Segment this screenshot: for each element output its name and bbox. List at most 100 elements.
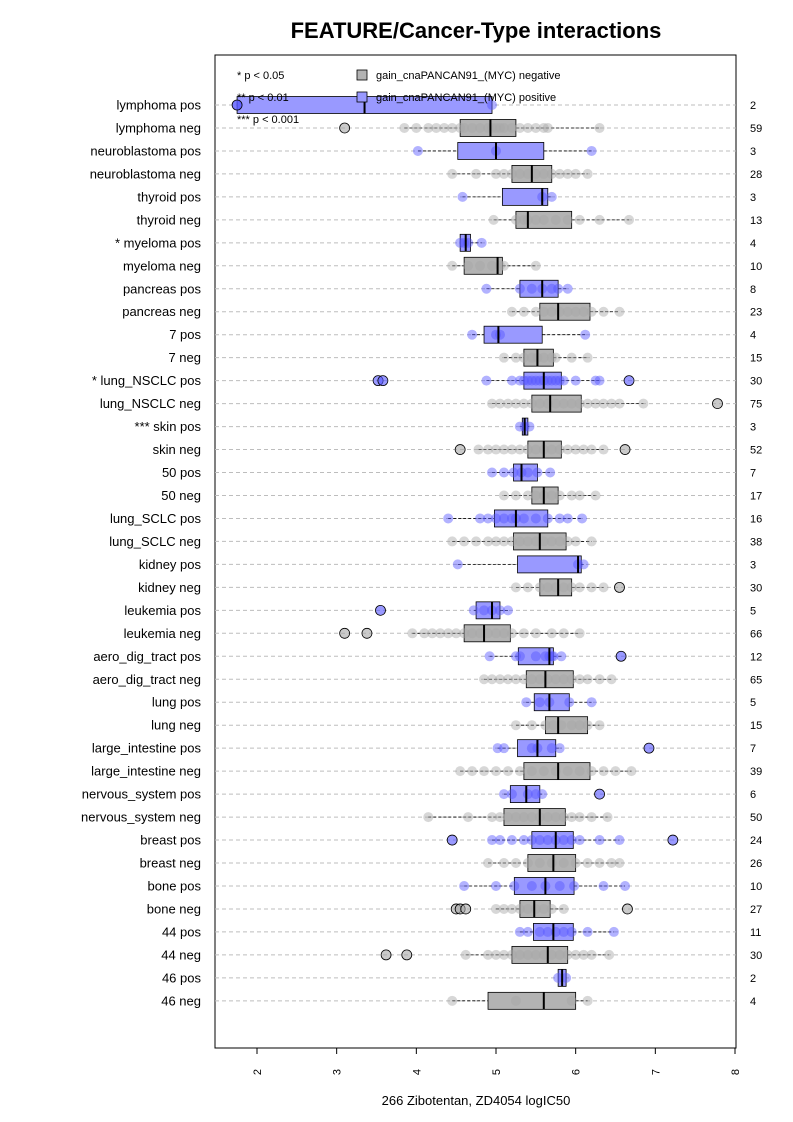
data-point [594,122,605,133]
count-label: 17 [750,490,762,502]
count-label: 52 [750,445,762,457]
data-point [566,352,577,363]
data-point [564,697,575,708]
data-point [530,628,541,639]
row-label: 44 pos [162,924,202,939]
boxplot-row [492,739,655,758]
data-point [510,674,521,685]
data-point [562,766,573,777]
data-point [530,490,541,501]
data-point [487,260,498,271]
data-point [491,880,501,891]
data-point [522,122,533,133]
data-point [538,352,549,363]
data-point [506,835,517,846]
data-point [510,651,521,662]
data-point [570,949,581,960]
data-point [510,720,521,731]
data-point [586,536,597,547]
box [531,394,582,413]
data-point [518,513,529,524]
data-point [546,743,557,754]
boxplot-row [455,233,487,252]
count-label: 27 [750,904,762,916]
outlier-point [623,375,635,387]
data-point [502,812,513,823]
row-label: lung_SCLC neg [109,534,201,549]
boxplot-row [521,693,597,712]
outlier-point [619,444,631,455]
row-label: lymphoma pos [116,98,201,113]
count-label: 50 [750,812,762,824]
data-point [574,674,585,685]
outlier-point [643,742,655,754]
data-point [475,260,486,271]
data-point [467,628,478,639]
outlier-point [460,903,472,915]
x-axis: 2 3 4 5 6 7 8 [252,1048,742,1075]
boxplot-row [467,325,591,344]
box [475,601,501,620]
data-point [494,605,505,616]
legend-sig-3: *** p < 0.001 [237,114,299,126]
data-point [582,995,593,1006]
data-point [514,926,525,937]
data-point [574,214,585,225]
boxplot-row [498,348,593,367]
data-point [554,743,565,754]
box [523,371,562,390]
outlier-point [401,949,413,961]
data-point [514,421,525,432]
outlier-point [361,627,373,639]
row-label: *** skin pos [135,419,202,434]
data-point [553,972,564,983]
outlier-point [446,834,458,846]
data-point [570,375,581,386]
data-point [506,375,517,386]
count-label: 65 [750,674,762,686]
box [531,831,574,849]
data-point [554,375,565,386]
data-point [606,398,617,409]
data-point [566,995,577,1006]
data-point [558,926,569,937]
data-point [431,122,442,133]
boxplot-row [510,716,605,735]
data-point [475,513,486,524]
row-label: 50 pos [162,465,202,480]
data-point [638,398,649,409]
data-point [566,926,577,937]
data-point [586,949,597,960]
box [515,210,573,229]
row-label: kidney pos [139,557,202,572]
data-point [483,858,494,869]
data-point [614,835,625,846]
data-point [534,835,545,846]
boxplot-row [375,601,513,620]
data-point [514,903,525,914]
count-label: 10 [750,881,762,893]
data-point [506,306,517,317]
row-label: 7 pos [169,327,201,342]
data-point [483,513,494,524]
outlier-point [622,903,633,915]
x-tick-label: 7 [650,1069,662,1075]
box [459,119,517,137]
data-point [514,168,525,179]
box [531,486,559,505]
data-point [510,490,521,501]
data-point [435,628,446,639]
data-point [526,812,537,823]
data-point [447,122,458,133]
outlier-point [231,99,243,111]
data-point [550,352,561,363]
data-point [491,536,501,547]
boxplot-row [498,486,601,505]
data-point [538,306,549,317]
count-label: 7 [750,743,756,755]
data-point [614,306,625,317]
outlier-point [375,604,386,616]
data-point [514,122,525,133]
data-point [498,122,509,133]
